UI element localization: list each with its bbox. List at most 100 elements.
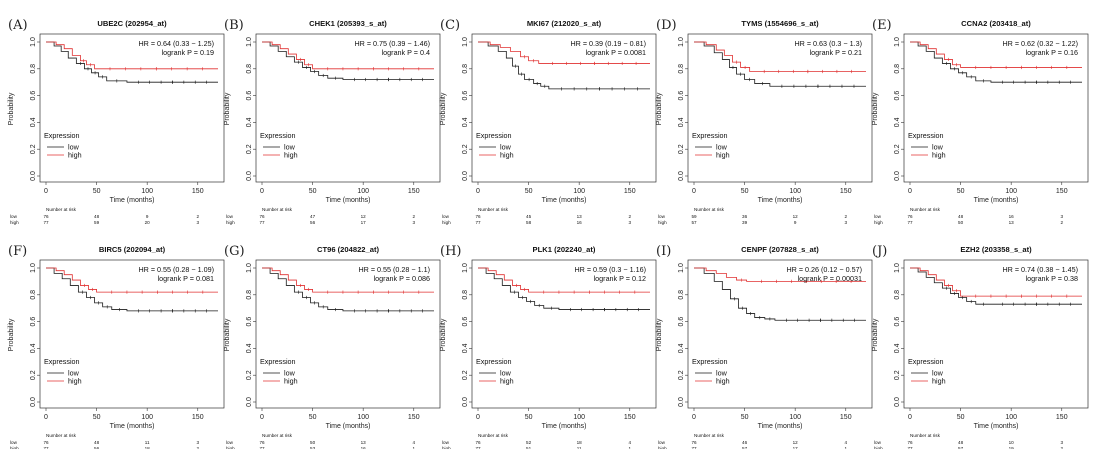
risk-count-low: 59 xyxy=(691,214,697,219)
risk-row-label-high: high xyxy=(442,446,451,449)
km-panel: (E) CCNA2 (203418_at) 0.0 0.2 0.4 0.6 0.8 1.0 0 5… xyxy=(864,4,1089,225)
x-tick-label: 100 xyxy=(357,188,369,195)
risk-count-high: 3 xyxy=(628,220,631,225)
km-plot-svg: (B) CHEK1 (205393_s_at) 0.0 0.2 0.4 0.6 0.8 1.0… xyxy=(224,18,441,225)
y-tick-label: 0.4 xyxy=(894,343,901,353)
x-tick-label: 50 xyxy=(309,414,317,421)
km-curve-high xyxy=(262,41,434,70)
plot-frame xyxy=(39,259,225,409)
logrank-p-label: logrank P = 0.4 xyxy=(382,48,430,57)
panel-letter: (F) xyxy=(8,244,27,259)
legend-label-low: low xyxy=(500,143,512,152)
risk-count-high: 9 xyxy=(794,220,797,225)
x-tick-label: 50 xyxy=(741,414,749,421)
legend-title: Expression xyxy=(476,357,512,366)
y-tick-label: 0.0 xyxy=(678,397,685,407)
y-tick-label: 0.2 xyxy=(678,370,685,380)
x-tick-label: 0 xyxy=(908,414,912,421)
plot-title: MKI67 (212020_s_at) xyxy=(527,19,602,28)
legend-label-low: low xyxy=(284,143,296,152)
km-curve-low xyxy=(910,41,1082,83)
legend-label-low: low xyxy=(716,143,728,152)
risk-count-low: 52 xyxy=(526,440,532,445)
risk-row-label-low: low xyxy=(442,440,450,445)
x-tick-label: 150 xyxy=(1056,188,1068,195)
risk-count-high: 58 xyxy=(526,220,532,225)
x-tick-label: 0 xyxy=(692,414,696,421)
risk-count-high: 39 xyxy=(742,220,748,225)
panel-letter: (H) xyxy=(440,244,461,259)
risk-count-low: 76 xyxy=(259,214,265,219)
km-curve-low xyxy=(910,267,1082,305)
y-tick-label: 1.0 xyxy=(462,37,469,47)
km-panel: (D) TYMS (1554696_s_at) 0.0 0.2 0.4 0.6 0.8 1.0… xyxy=(648,4,873,225)
legend-title: Expression xyxy=(476,131,512,140)
x-tick-label: 150 xyxy=(192,188,204,195)
risk-count-low: 12 xyxy=(361,214,367,219)
risk-count-low: 46 xyxy=(742,440,748,445)
plot-frame xyxy=(471,33,657,183)
y-tick-label: 0.6 xyxy=(894,317,901,327)
plot-frame xyxy=(471,259,657,409)
risk-row-label-low: low xyxy=(658,214,666,219)
legend-title: Expression xyxy=(260,357,296,366)
risk-count-high: 51 xyxy=(526,446,532,449)
legend-title: Expression xyxy=(260,131,296,140)
y-tick-label: 0.8 xyxy=(246,64,253,74)
risk-count-high: 3 xyxy=(412,220,415,225)
y-tick-label: 0.6 xyxy=(30,317,37,327)
panel-letter: (D) xyxy=(656,18,677,33)
risk-count-low: 13 xyxy=(577,214,583,219)
km-curve-high xyxy=(46,267,218,293)
risk-table-header: Number at risk xyxy=(694,207,725,212)
y-tick-label: 0.4 xyxy=(30,343,37,353)
x-tick-label: 0 xyxy=(44,188,48,195)
x-tick-label: 150 xyxy=(624,414,636,421)
x-axis-label: Time (months) xyxy=(326,197,371,204)
legend-title: Expression xyxy=(44,131,80,140)
x-tick-label: 100 xyxy=(1005,414,1017,421)
logrank-p-label: logrank P = 0.16 xyxy=(1026,48,1078,57)
legend-label-high: high xyxy=(68,151,82,160)
x-tick-label: 150 xyxy=(408,188,420,195)
km-curve-low xyxy=(262,41,434,80)
y-axis-label: Probability xyxy=(440,92,447,125)
x-tick-label: 50 xyxy=(957,188,965,195)
risk-table-header: Number at risk xyxy=(694,433,725,438)
y-tick-label: 0.4 xyxy=(462,343,469,353)
risk-count-low: 76 xyxy=(43,440,49,445)
risk-row-label-low: low xyxy=(658,440,666,445)
km-curve-low xyxy=(694,267,866,321)
risk-count-high: 56 xyxy=(310,220,316,225)
risk-count-low: 76 xyxy=(475,214,481,219)
risk-count-low: 4 xyxy=(844,440,847,445)
y-tick-label: 1.0 xyxy=(894,263,901,273)
y-axis-label: Probability xyxy=(224,318,231,351)
risk-count-low: 48 xyxy=(94,214,100,219)
legend-label-high: high xyxy=(716,151,730,160)
logrank-p-label: logrank P = 0.38 xyxy=(1026,274,1078,283)
y-tick-label: 0.8 xyxy=(462,290,469,300)
risk-row-label-high: high xyxy=(226,220,235,225)
y-tick-label: 0.4 xyxy=(30,117,37,127)
x-tick-label: 100 xyxy=(573,188,585,195)
plot-frame xyxy=(255,259,441,409)
panel-letter: (C) xyxy=(440,18,460,33)
risk-count-high: 77 xyxy=(475,220,481,225)
y-tick-label: 0.2 xyxy=(246,370,253,380)
risk-count-high: 77 xyxy=(475,446,481,449)
risk-count-low: 76 xyxy=(907,214,913,219)
risk-count-high: 53 xyxy=(310,446,316,449)
hazard-ratio-label: HR = 0.26 (0.12 − 0.57) xyxy=(786,265,862,274)
risk-count-low: 47 xyxy=(310,214,316,219)
risk-count-low: 4 xyxy=(628,440,631,445)
risk-table-header: Number at risk xyxy=(262,207,293,212)
km-plot-svg: (J) EZH2 (203358_s_at) 0.0 0.2 0.4 0.6 0.8 1.0 0… xyxy=(872,244,1089,449)
y-tick-label: 0.0 xyxy=(30,171,37,181)
risk-count-low: 76 xyxy=(43,214,49,219)
plot-title: PLK1 (202240_at) xyxy=(533,245,596,254)
y-tick-label: 0.0 xyxy=(246,397,253,407)
km-panel: (J) EZH2 (203358_s_at) 0.0 0.2 0.4 0.6 0.8 1.0 0… xyxy=(864,230,1089,449)
x-tick-label: 100 xyxy=(141,188,153,195)
